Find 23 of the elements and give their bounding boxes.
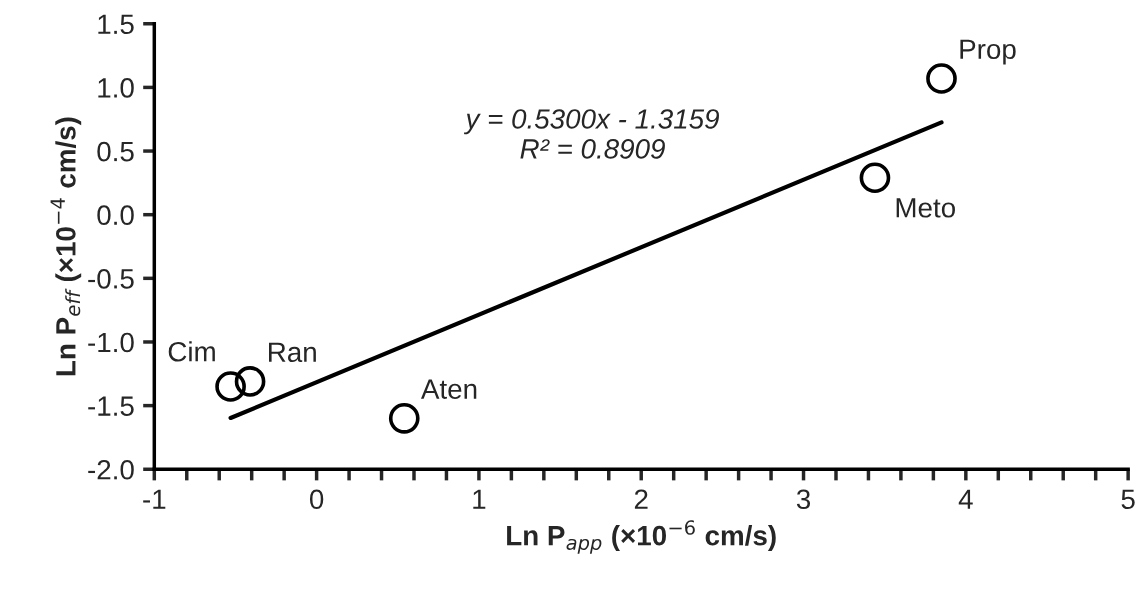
x-tick-label: 0	[309, 489, 324, 510]
y-tick-label: -2.0	[88, 459, 134, 480]
annotation: Ran	[269, 342, 316, 363]
x-tick-label: 2	[634, 489, 648, 509]
annotation: y = 0.5300x - 1.3159 R² = 0.8909	[463, 109, 719, 159]
annotation: Meto	[896, 198, 955, 218]
y-tick-label: -1.5	[88, 396, 134, 416]
x-tick-label: 4	[958, 489, 973, 509]
x-tick-label: -1	[143, 489, 166, 509]
x-tick-label: 1	[473, 489, 486, 509]
y-tick-label: 0.5	[97, 141, 134, 162]
y-tick-label: -1.0	[88, 332, 134, 353]
y-tick-label: -0.5	[88, 269, 134, 289]
annotation: Prop	[960, 39, 1016, 65]
x-axis-title: Ln P$_{app}$ (×10$^{−6}$ cm/s)	[507, 520, 776, 554]
annotation: Aten	[420, 379, 477, 399]
x-tick-label: 3	[796, 489, 811, 510]
y-tick-label: 1.5	[98, 14, 134, 35]
y-axis-title: Ln P$_{eff}$ (×10$^{−4}$ cm/s)	[50, 117, 82, 376]
y-tick-label: 0.0	[97, 205, 134, 226]
y-tick-label: 1.0	[98, 78, 134, 98]
annotation: Cim	[168, 341, 215, 362]
x-tick-label: 5	[1121, 489, 1135, 510]
